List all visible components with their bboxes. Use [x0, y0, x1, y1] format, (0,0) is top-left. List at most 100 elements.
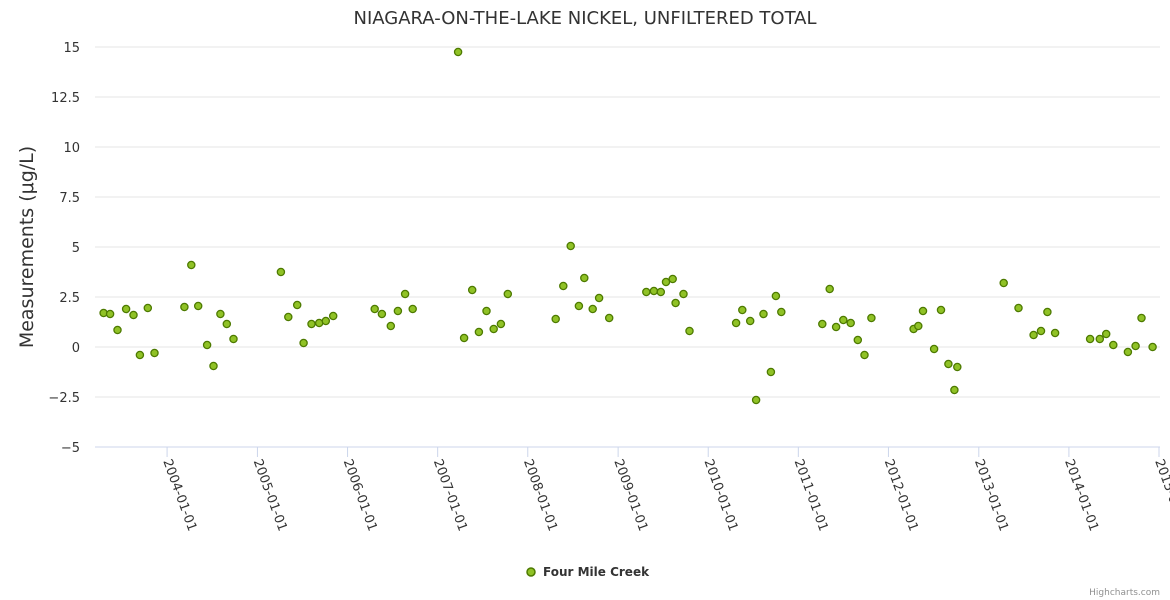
data-point[interactable]	[496, 319, 506, 329]
data-point[interactable]	[679, 289, 688, 299]
credits[interactable]: Highcharts.com	[1089, 588, 1160, 598]
data-point[interactable]	[929, 344, 939, 354]
data-point[interactable]	[574, 301, 584, 311]
data-point[interactable]	[459, 333, 469, 343]
data-point[interactable]	[668, 274, 677, 284]
data-point[interactable]	[276, 267, 286, 277]
chart-title: NIAGARA-ON-THE-LAKE NICKEL, UNFILTERED T…	[353, 8, 816, 29]
data-point[interactable]	[1148, 342, 1157, 352]
data-point[interactable]	[150, 348, 159, 358]
data-point[interactable]	[129, 310, 138, 320]
data-point[interactable]	[453, 47, 463, 57]
data-point[interactable]	[393, 306, 403, 316]
data-point[interactable]	[482, 306, 491, 316]
data-point[interactable]	[860, 350, 869, 360]
data-point[interactable]	[328, 311, 338, 321]
y-tick-label: 0	[72, 341, 80, 356]
data-point[interactable]	[771, 291, 781, 301]
data-point[interactable]	[292, 300, 302, 310]
data-point[interactable]	[777, 307, 786, 317]
data-point[interactable]	[284, 312, 293, 322]
data-point[interactable]	[474, 327, 484, 337]
data-point[interactable]	[604, 313, 614, 323]
data-point[interactable]	[489, 324, 498, 334]
data-point[interactable]	[839, 315, 848, 325]
x-tick-label: 2015-01-01	[1151, 457, 1170, 533]
data-point[interactable]	[1137, 313, 1146, 323]
data-point[interactable]	[738, 305, 747, 315]
data-point[interactable]	[1036, 326, 1046, 336]
data-point[interactable]	[1050, 328, 1060, 338]
grid	[95, 46, 1160, 398]
data-point[interactable]	[751, 395, 761, 405]
data-point[interactable]	[105, 309, 115, 319]
data-point[interactable]	[229, 334, 238, 344]
data-point[interactable]	[1109, 340, 1118, 350]
data-point[interactable]	[1131, 341, 1140, 351]
data-point[interactable]	[467, 285, 477, 295]
data-point[interactable]	[1014, 303, 1023, 313]
data-point[interactable]	[846, 318, 855, 328]
data-point[interactable]	[299, 338, 308, 348]
data-point[interactable]	[661, 277, 671, 287]
data-point[interactable]	[1095, 334, 1105, 344]
data-point[interactable]	[671, 298, 680, 308]
data-point[interactable]	[588, 304, 597, 314]
data-point[interactable]	[222, 319, 232, 329]
data-point[interactable]	[759, 309, 768, 319]
data-point[interactable]	[1123, 347, 1133, 357]
data-point[interactable]	[1043, 307, 1052, 317]
data-point[interactable]	[386, 321, 396, 331]
data-point[interactable]	[825, 284, 834, 294]
data-point[interactable]	[216, 309, 225, 319]
data-point[interactable]	[731, 318, 741, 328]
data-point[interactable]	[642, 287, 651, 297]
y-tick-label: 5	[72, 241, 80, 256]
data-point[interactable]	[831, 322, 841, 332]
data-point[interactable]	[209, 361, 218, 371]
data-point[interactable]	[999, 278, 1008, 288]
y-axis-ticks: 15 12.5 10 7.5 5 2.5 0 −2.5 −5	[48, 41, 80, 456]
data-point[interactable]	[321, 316, 331, 326]
data-point[interactable]	[685, 326, 694, 336]
data-point[interactable]	[143, 303, 153, 313]
data-point[interactable]	[944, 359, 953, 369]
data-point[interactable]	[551, 314, 560, 324]
data-point[interactable]	[202, 340, 212, 350]
data-point[interactable]	[918, 306, 928, 316]
data-point[interactable]	[649, 286, 659, 296]
data-point[interactable]	[766, 367, 776, 377]
data-point[interactable]	[187, 260, 196, 270]
data-point[interactable]	[745, 316, 755, 326]
legend[interactable]: Four Mile Creek	[526, 565, 650, 579]
data-point[interactable]	[503, 289, 513, 299]
data-point[interactable]	[914, 321, 923, 331]
data-point[interactable]	[113, 325, 122, 335]
data-point[interactable]	[656, 287, 666, 297]
data-point[interactable]	[1085, 334, 1095, 344]
legend-item-four-mile-creek[interactable]: Four Mile Creek	[543, 565, 650, 579]
data-point[interactable]	[135, 350, 145, 360]
x-tick-label: 2005-01-01	[250, 457, 290, 533]
data-point[interactable]	[377, 309, 387, 319]
data-point[interactable]	[370, 304, 379, 314]
data-point[interactable]	[400, 289, 410, 299]
data-point[interactable]	[594, 293, 604, 303]
data-point[interactable]	[566, 241, 575, 251]
data-point[interactable]	[180, 302, 189, 312]
data-point[interactable]	[818, 319, 827, 329]
data-point[interactable]	[936, 305, 946, 315]
data-point[interactable]	[559, 281, 568, 291]
data-point[interactable]	[307, 319, 316, 329]
data-point[interactable]	[867, 313, 876, 323]
data-point[interactable]	[580, 273, 589, 283]
data-point[interactable]	[193, 301, 203, 311]
data-point[interactable]	[950, 385, 959, 395]
data-point[interactable]	[1101, 329, 1111, 339]
data-point[interactable]	[953, 362, 962, 372]
data-point[interactable]	[121, 304, 131, 314]
data-point[interactable]	[1029, 330, 1038, 340]
y-tick-label: 7.5	[59, 191, 80, 206]
data-point[interactable]	[408, 304, 417, 314]
data-point[interactable]	[853, 335, 863, 345]
